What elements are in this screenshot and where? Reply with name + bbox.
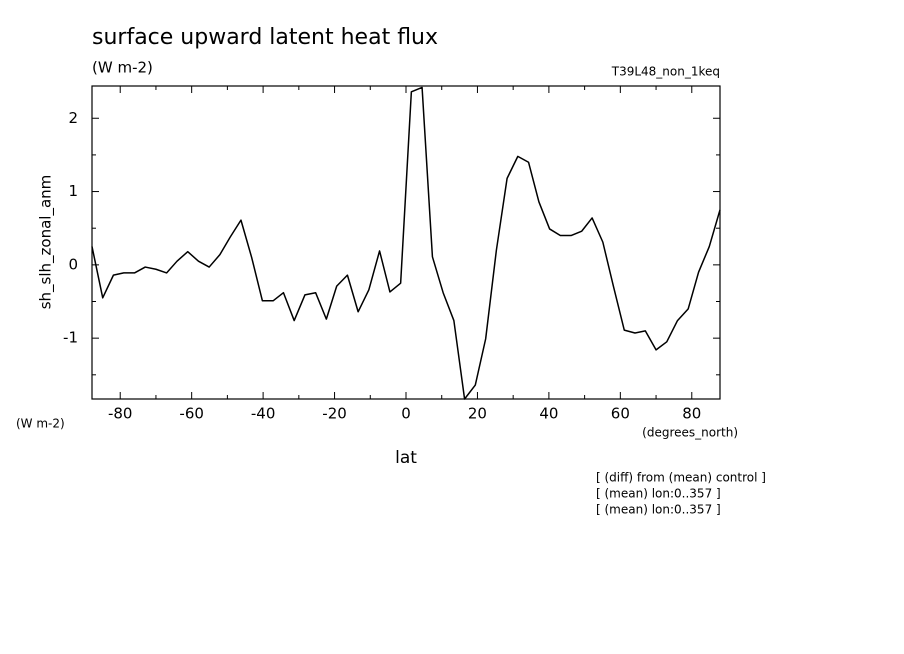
- plot-frame: [91, 85, 721, 400]
- x-tick-label: -20: [322, 405, 347, 423]
- x-tick-label: 0: [401, 405, 411, 423]
- note: [ (mean) lon:0..357 ]: [596, 503, 721, 517]
- x-tick-label: 40: [539, 405, 558, 423]
- chart-subtitle: (W m-2): [92, 59, 153, 77]
- data-line: [91, 86, 721, 400]
- experiment-label: T39L48_non_1keq: [611, 65, 720, 79]
- x-axis-label: lat: [395, 448, 417, 468]
- y-tick-label: 0: [68, 255, 78, 273]
- y-tick-label: 2: [68, 109, 78, 127]
- x-tick-label: 60: [611, 405, 630, 423]
- x-tick-label: -40: [251, 405, 276, 423]
- x-units: (degrees_north): [642, 426, 738, 440]
- y-axis-label: sh_slh_zonal_anm: [37, 175, 56, 310]
- x-tick-label: -60: [179, 405, 204, 423]
- y-units: (W m-2): [16, 417, 65, 431]
- chart-title: surface upward latent heat flux: [92, 25, 438, 50]
- x-tick-label: -80: [108, 405, 133, 423]
- x-tick-label: 80: [682, 405, 701, 423]
- note: [ (diff) from (mean) control ]: [596, 471, 766, 485]
- note: [ (mean) lon:0..357 ]: [596, 487, 721, 501]
- y-tick-label: -1: [63, 329, 78, 347]
- x-tick-label: 20: [468, 405, 487, 423]
- y-tick-label: 1: [68, 182, 78, 200]
